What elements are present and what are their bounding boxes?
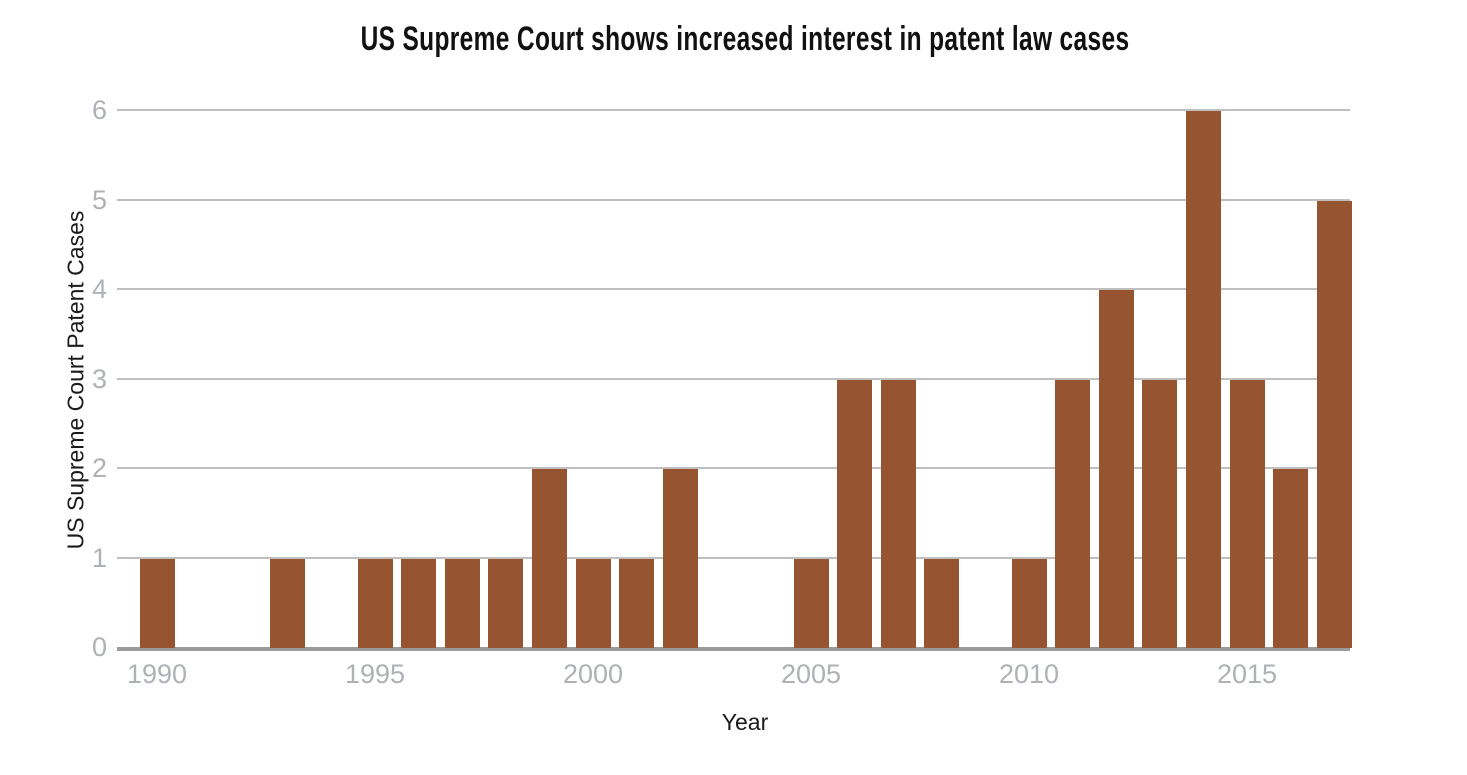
- bar-2016: [1273, 469, 1309, 648]
- gridline-y-6: [117, 109, 1350, 111]
- bar-2011: [1055, 379, 1091, 648]
- x-tick-label-2015: 2015: [1216, 659, 1278, 689]
- y-tick-label-4: 4: [91, 274, 107, 304]
- bar-2010: [1011, 558, 1047, 648]
- bar-2015: [1229, 379, 1265, 648]
- bar-2006: [837, 379, 873, 648]
- y-tick-label-1: 1: [91, 542, 107, 573]
- x-tick-label-1995: 1995: [344, 659, 406, 689]
- y-tick-label-6: 6: [91, 95, 107, 125]
- plot-area: [117, 109, 1352, 651]
- gridline-y-5: [117, 198, 1350, 201]
- bar-1993: [270, 558, 306, 648]
- bar-1990: [139, 558, 175, 648]
- bar-1995: [357, 558, 393, 648]
- y-tick-label-3: 3: [91, 363, 107, 394]
- bar-2012: [1098, 290, 1134, 648]
- bar-1996: [401, 558, 437, 648]
- x-tick-label-2010: 2010: [998, 659, 1060, 689]
- bar-2007: [880, 379, 916, 648]
- bar-2013: [1142, 379, 1178, 648]
- gridline-y-4: [117, 288, 1350, 290]
- bar-2002: [662, 469, 698, 648]
- x-tick-label-1990: 1990: [126, 659, 188, 689]
- bar-1997: [444, 558, 480, 648]
- y-tick-label-5: 5: [91, 184, 107, 215]
- bar-2005: [793, 558, 829, 648]
- y-tick-label-2: 2: [91, 453, 107, 483]
- x-tick-label-2005: 2005: [780, 659, 842, 689]
- bar-2008: [924, 558, 960, 648]
- bar-1998: [488, 558, 524, 648]
- gridline-y-2: [117, 467, 1350, 469]
- bar-2014: [1185, 111, 1221, 648]
- bar-2001: [619, 558, 655, 648]
- gridline-y-1: [117, 556, 1350, 559]
- chart-title: US Supreme Court shows increased interes…: [360, 20, 1130, 58]
- bar-2000: [575, 558, 611, 648]
- x-tick-label-2000: 2000: [562, 659, 624, 689]
- x-axis-title: Year: [721, 709, 769, 735]
- bar-2017: [1316, 200, 1352, 648]
- gridline-y-3: [117, 377, 1350, 380]
- x-axis-line: [117, 647, 1350, 651]
- bar-1999: [531, 469, 567, 648]
- y-tick-label-0: 0: [91, 632, 107, 662]
